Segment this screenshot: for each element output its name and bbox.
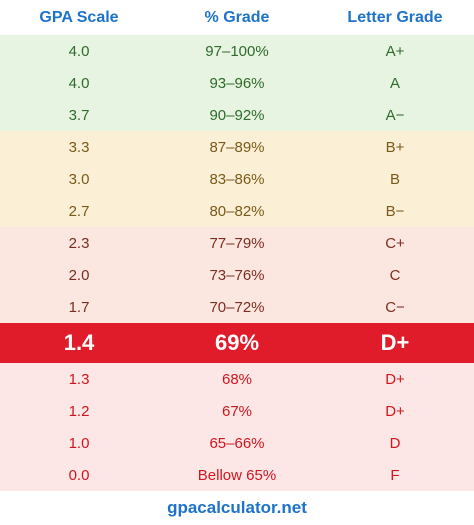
table-body: 4.0 97–100% A+ 4.0 93–96% A 3.7 90–92% A− 3.3 87–8… — [0, 35, 474, 491]
letter-cell: C− — [385, 298, 405, 316]
percent-cell: 87–89% — [209, 138, 265, 156]
table-row: 4.0 97–100% A+ — [0, 35, 474, 67]
letter-cell: A− — [385, 106, 405, 124]
letter-cell: C+ — [385, 234, 405, 252]
table-row: 1.7 70–72% C− — [0, 291, 474, 323]
header-percent-grade: % Grade — [204, 8, 270, 26]
gpa-cell: 1.4 — [63, 330, 95, 355]
letter-cell: F — [390, 466, 400, 484]
gpa-cell: 3.7 — [68, 106, 90, 124]
header-letter-grade: Letter Grade — [347, 8, 443, 26]
percent-cell: 69% — [214, 330, 260, 355]
table-row: 4.0 93–96% A — [0, 67, 474, 99]
header-gpa-scale: GPA Scale — [39, 8, 119, 26]
table-row: 1.2 67% D+ — [0, 395, 474, 427]
table-row: 1.0 65–66% D — [0, 427, 474, 459]
gpa-cell: 3.0 — [68, 170, 90, 188]
gpa-cell: 1.2 — [68, 402, 90, 420]
gpa-cell: 1.0 — [68, 434, 90, 452]
site-name: gpacalculator.net — [167, 498, 307, 517]
gpa-cell: 2.7 — [68, 202, 90, 220]
letter-cell: A+ — [385, 42, 405, 60]
table-row: 3.3 87–89% B+ — [0, 131, 474, 163]
percent-cell: 97–100% — [205, 42, 269, 60]
gpa-cell: 2.3 — [68, 234, 90, 252]
gpa-cell: 4.0 — [68, 74, 90, 92]
gpa-cell: 1.7 — [68, 298, 90, 316]
table-row: 3.0 83–86% B — [0, 163, 474, 195]
letter-cell: A — [389, 74, 400, 92]
gpa-cell: 4.0 — [68, 42, 90, 60]
gpa-cell: 2.0 — [68, 266, 90, 284]
table-row: 3.7 90–92% A− — [0, 99, 474, 131]
table-row: 2.7 80–82% B− — [0, 195, 474, 227]
percent-cell: 83–86% — [209, 170, 265, 188]
table-row-highlighted: 1.4 69% D+ — [0, 323, 474, 363]
letter-cell: B− — [385, 202, 405, 220]
percent-cell: 65–66% — [209, 434, 265, 452]
table-row: 1.3 68% D+ — [0, 363, 474, 395]
percent-cell: 90–92% — [209, 106, 265, 124]
gpa-cell: 1.3 — [68, 370, 90, 388]
letter-cell: C — [389, 266, 401, 284]
percent-cell: Bellow 65% — [197, 466, 277, 484]
percent-cell: 80–82% — [209, 202, 265, 220]
letter-cell: D — [389, 434, 401, 452]
letter-cell: D+ — [385, 370, 405, 388]
gpa-cell: 3.3 — [68, 138, 90, 156]
letter-cell: D+ — [380, 330, 410, 355]
percent-cell: 77–79% — [209, 234, 265, 252]
percent-cell: 73–76% — [209, 266, 265, 284]
table-header: GPA Scale % Grade Letter Grade — [0, 0, 474, 35]
percent-cell: 67% — [221, 402, 253, 420]
letter-cell: B — [389, 170, 400, 188]
table-row: 2.0 73–76% C — [0, 259, 474, 291]
table-row: 2.3 77–79% C+ — [0, 227, 474, 259]
percent-cell: 70–72% — [209, 298, 265, 316]
footer: gpacalculator.net — [0, 491, 474, 525]
gpa-cell: 0.0 — [68, 466, 90, 484]
letter-cell: D+ — [385, 402, 405, 420]
percent-cell: 68% — [221, 370, 253, 388]
letter-cell: B+ — [385, 138, 405, 156]
percent-cell: 93–96% — [209, 74, 265, 92]
table-row: 0.0 Bellow 65% F — [0, 459, 474, 491]
